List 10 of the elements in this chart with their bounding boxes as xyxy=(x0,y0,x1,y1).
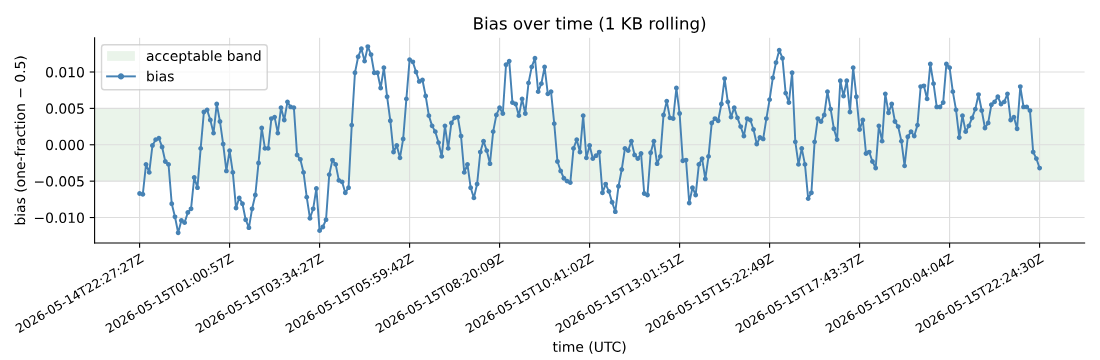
y-tick-label: 0.010 xyxy=(46,66,84,78)
y-tick-label: 0.005 xyxy=(46,103,84,114)
chart-title: Bias over time (1 KB rolling) xyxy=(474,16,706,33)
y-axis-title: bias (one-fraction − 0.5) xyxy=(14,56,27,225)
legend-label: bias xyxy=(147,70,174,82)
y-tick-label: 0.000 xyxy=(46,139,84,151)
legend-label: acceptable band xyxy=(146,50,261,64)
y-tick-label: −0.010 xyxy=(34,212,84,224)
y-tick-label: −0.005 xyxy=(34,176,84,187)
x-axis-title: time (UTC) xyxy=(552,341,626,354)
